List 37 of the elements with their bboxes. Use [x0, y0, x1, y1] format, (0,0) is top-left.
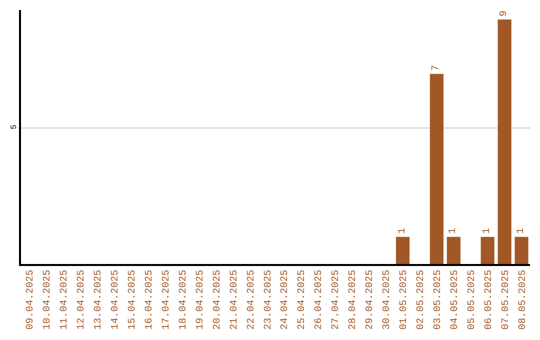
data-label: 1: [448, 228, 460, 234]
x-tick-label: 03.05.2025: [432, 270, 444, 330]
x-tick-label: 30.04.2025: [382, 270, 394, 330]
data-label: 7: [431, 64, 442, 71]
x-tick-label: 02.05.2025: [416, 270, 427, 330]
y-tick-label: 5: [10, 124, 20, 130]
x-tick-label: 13.04.2025: [94, 270, 105, 330]
x-tick-label: 20.04.2025: [212, 270, 224, 330]
x-tick-label: 06.05.2025: [484, 270, 495, 330]
x-tick-label: 27.04.2025: [331, 270, 342, 330]
x-tick-label: 04.05.2025: [450, 270, 461, 330]
x-tick-label: 26.04.2025: [314, 270, 326, 330]
x-tick-label: 08.05.2025: [518, 270, 529, 330]
x-tick-label: 24.04.2025: [280, 270, 292, 330]
x-tick-label: 22.04.2025: [246, 270, 258, 330]
x-tick-label: 16.04.2025: [144, 270, 156, 330]
x-tick-label: 21.04.2025: [229, 270, 240, 330]
x-tick-label: 25.04.2025: [297, 270, 308, 330]
data-label: 9: [499, 10, 510, 17]
x-tick-label: 09.04.2025: [26, 270, 37, 330]
x-tick-label: 05.05.2025: [466, 270, 478, 330]
x-tick-label: 07.05.2025: [500, 270, 512, 330]
x-tick-label: 23.04.2025: [263, 270, 274, 330]
x-tick-label: 12.04.2025: [76, 270, 88, 330]
x-tick-label: 15.04.2025: [128, 270, 139, 330]
x-tick-label: 01.05.2025: [399, 270, 410, 330]
x-tick-label: 29.04.2025: [365, 270, 376, 330]
data-label: 1: [516, 228, 528, 234]
x-tick-label: 17.04.2025: [161, 270, 172, 330]
x-tick-label: 18.04.2025: [178, 270, 190, 330]
x-tick-label: 14.04.2025: [110, 270, 122, 330]
x-tick-label: 28.04.2025: [348, 270, 360, 330]
x-tick-label: 10.04.2025: [42, 270, 54, 330]
data-label: 1: [482, 228, 494, 234]
data-label: 1: [397, 228, 408, 234]
x-tick-label: 11.04.2025: [60, 270, 71, 330]
x-tick-label: 19.04.2025: [195, 270, 206, 330]
